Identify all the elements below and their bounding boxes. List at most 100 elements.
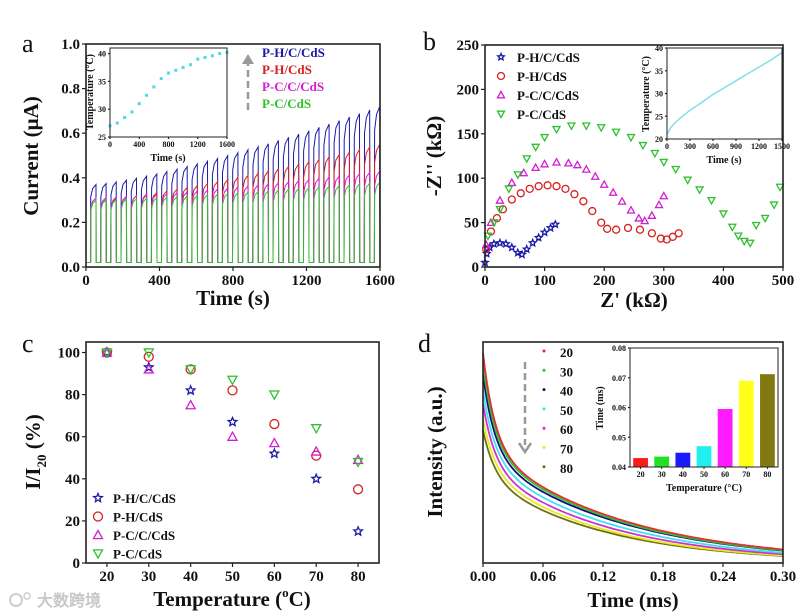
triangle-down-marker: [706, 196, 717, 206]
legend-label: P-C/CdS: [262, 96, 311, 111]
x-tick-label: 400: [133, 140, 145, 149]
legend-label: P-C/C/CdS: [262, 79, 324, 94]
triangle-down-marker: [739, 237, 749, 247]
y-tick-label: 30: [655, 90, 663, 99]
legend-label: P-H/C/CdS: [113, 491, 176, 506]
triangle-up-marker: [539, 159, 550, 168]
circle-marker: [482, 245, 491, 254]
legend-label: 80: [560, 461, 573, 476]
y-tick-label: 40: [655, 44, 663, 53]
legend-label: 40: [560, 384, 573, 399]
x-tick-label: 0.30: [770, 569, 796, 585]
legend-label: P-C/C/CdS: [113, 528, 175, 543]
data-point: [218, 52, 222, 56]
series-line-p-c-cds: [86, 180, 381, 263]
triangle-down-marker: [694, 186, 705, 195]
bar-40: [675, 452, 691, 467]
circle-marker: [588, 206, 597, 216]
triangle-down-marker: [638, 141, 648, 151]
data-point: [181, 65, 185, 69]
x-tick-label: 0: [665, 142, 669, 151]
series-p-c-cds: [101, 348, 364, 468]
triangle-down-marker: [650, 149, 660, 159]
data-point: [196, 57, 200, 61]
triangle-up-marker: [563, 158, 574, 167]
x-axis-title-superscript: o: [282, 585, 289, 600]
x-tick-label: 20: [637, 470, 645, 479]
y-tick-label: 100: [58, 346, 81, 362]
y-tick-label: 1.0: [61, 37, 80, 53]
data-point: [188, 63, 192, 67]
bar-20: [633, 458, 648, 467]
triangle-up-marker: [268, 437, 280, 448]
legend-label: P-H/CdS: [262, 62, 312, 77]
legend-label: P-H/CdS: [517, 69, 567, 84]
triangle-up-marker: [640, 215, 650, 225]
inset-y-axis-title: Time (ms): [595, 386, 606, 429]
x-tick-label: 0.00: [470, 569, 496, 585]
y-tick-label: 0.8: [61, 82, 80, 98]
watermark-text: 大数跨境: [37, 591, 101, 610]
circle-marker: [570, 190, 579, 199]
y-axis-title-end: (%): [21, 414, 45, 454]
circle-marker: [525, 184, 534, 194]
legend-dot: [542, 349, 546, 353]
legend-dot: [542, 388, 546, 392]
inset-x-axis-title: Time (s): [150, 153, 185, 164]
y-tick-label: 0.2: [61, 215, 80, 231]
triangle-up-marker: [647, 210, 657, 219]
decay-curve-30: [482, 363, 784, 552]
y-tick-label: 0.08: [612, 344, 626, 353]
data-point: [159, 77, 163, 81]
star-marker: [226, 415, 239, 427]
x-axis-title-end: C): [289, 587, 311, 611]
triangle-down-marker: [745, 239, 755, 248]
legend-dot: [542, 368, 546, 372]
x-tick-label: 400: [712, 273, 735, 289]
y-tick-label: 35: [98, 77, 106, 86]
legend-label: 50: [560, 403, 573, 418]
triangle-up-marker: [599, 179, 609, 188]
x-tick-label: 60: [721, 470, 729, 479]
triangle-up-marker: [486, 217, 496, 227]
triangle-down-marker: [769, 201, 779, 210]
x-tick-label: 40: [679, 470, 687, 479]
watermark-logo-icon: [23, 592, 31, 600]
triangle-up-marker: [626, 205, 636, 214]
bar-50: [696, 446, 712, 467]
triangle-down-marker: [92, 549, 104, 560]
triangle-up-marker: [617, 196, 627, 205]
star-marker: [489, 238, 499, 249]
circle-marker: [647, 229, 657, 238]
x-tick-label: 300: [684, 142, 696, 151]
panel-d: 0.00 0.06 0.12 0.18 0.24 0.30 Time (ms) Intensi…: [423, 341, 796, 612]
circle-marker: [611, 225, 621, 234]
x-tick-label: 800: [222, 273, 245, 289]
y-tick-label: 0.6: [61, 126, 80, 142]
y-tick-label: 0: [472, 260, 480, 276]
triangle-down-marker: [751, 221, 761, 231]
bar-60: [717, 408, 733, 467]
y-tick-label: 0.07: [612, 374, 626, 383]
y-axis-title: Current (μA): [19, 96, 43, 215]
circle-marker: [674, 229, 683, 238]
circle-marker: [516, 189, 525, 198]
circle-marker: [498, 205, 508, 214]
triangle-up-marker: [226, 430, 239, 441]
circle-marker: [623, 223, 633, 233]
triangle-down-marker: [513, 171, 523, 180]
y-tick-label: 50: [464, 216, 479, 232]
y-tick-label: 150: [457, 127, 480, 143]
data-point: [210, 54, 214, 58]
series-p-h-cds: [482, 181, 683, 254]
triangle-down-marker: [504, 185, 514, 194]
x-tick-label: 1200: [190, 140, 206, 149]
x-tick-label: 900: [730, 142, 742, 151]
circle-marker: [668, 232, 677, 241]
temperature-line: [666, 51, 783, 135]
legend-label: P-C/CdS: [113, 547, 162, 562]
triangle-up-marker: [507, 177, 517, 187]
circle-marker: [92, 511, 104, 522]
x-tick-label: 0: [108, 140, 112, 149]
